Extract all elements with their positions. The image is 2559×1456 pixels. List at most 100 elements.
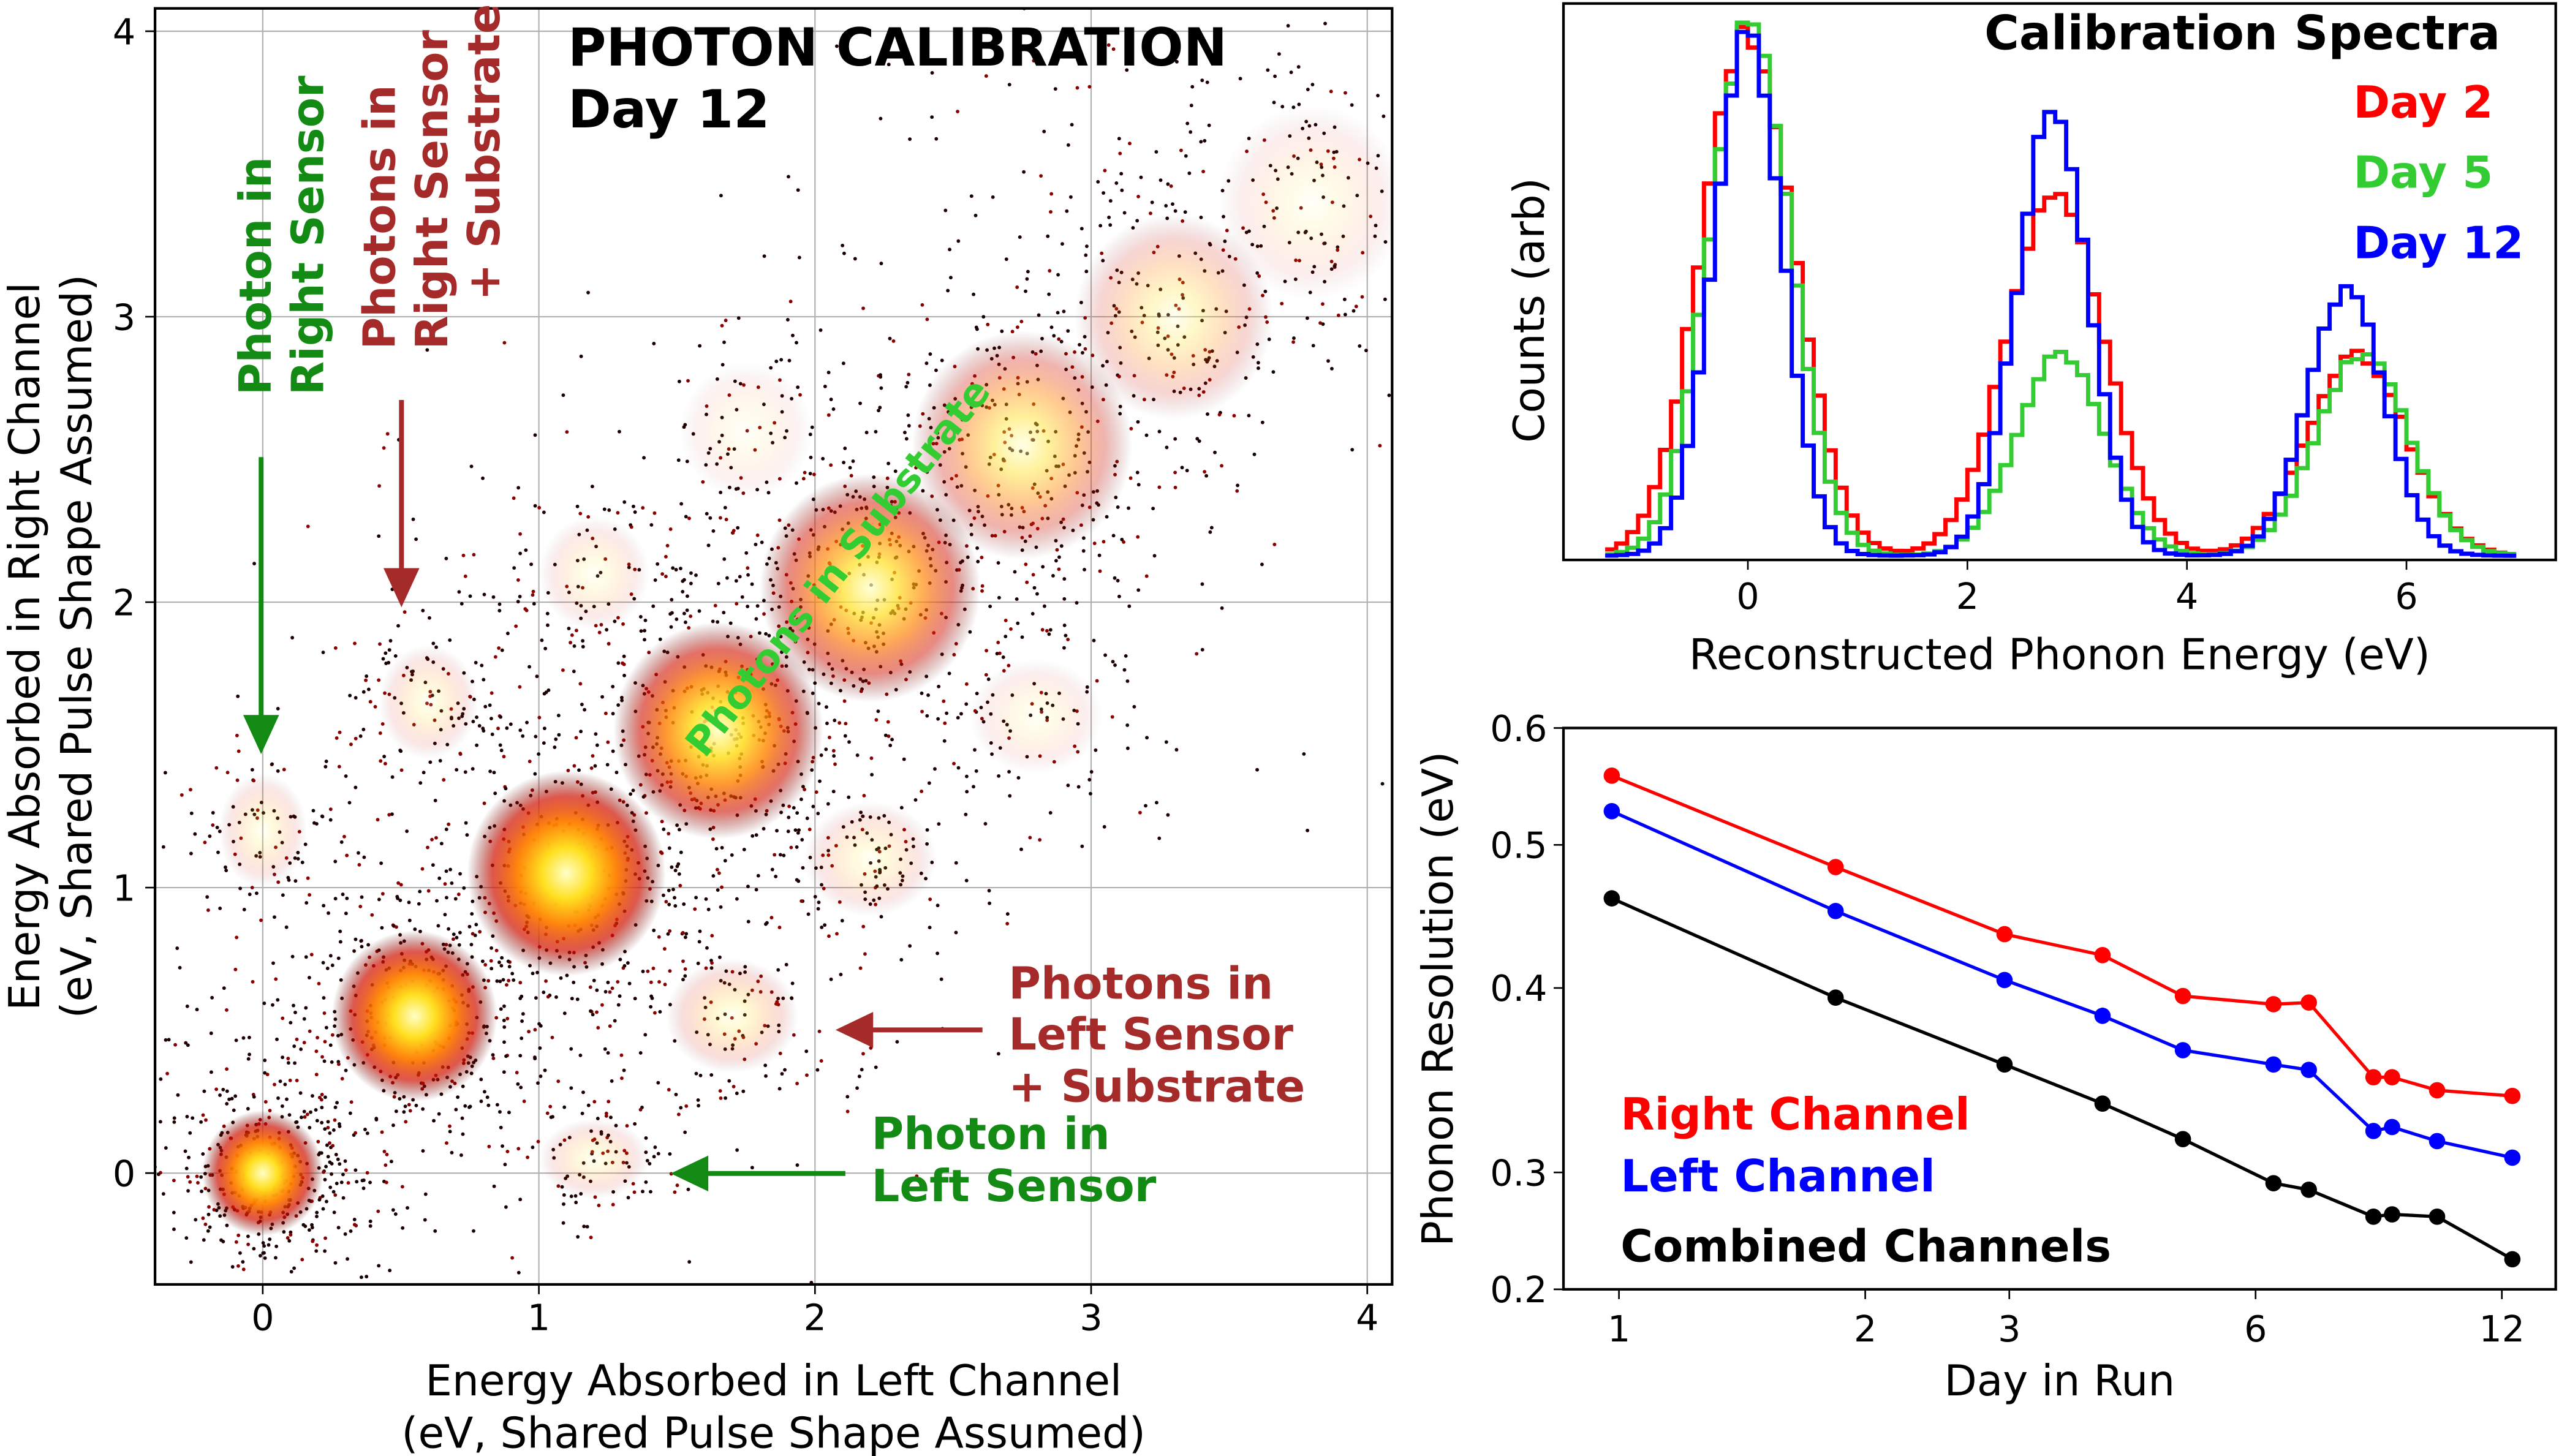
scatter-point [1173, 485, 1177, 489]
scatter-point [805, 1073, 809, 1077]
scatter-point [667, 832, 671, 836]
scatter-point [570, 997, 574, 1001]
scatter-point [673, 896, 676, 900]
density-core [666, 959, 799, 1074]
scatter-point [1089, 791, 1092, 796]
scatter-point [674, 568, 678, 571]
scatter-point [1350, 103, 1354, 107]
scatter-point [991, 195, 995, 199]
scatter-point [907, 372, 911, 377]
scatter-point [1045, 628, 1049, 633]
scatter-point [606, 1051, 610, 1055]
scatter-point [954, 930, 958, 935]
scatter-point [638, 615, 643, 619]
scatter-point [533, 1057, 537, 1061]
density-core [539, 1118, 649, 1199]
arrow-down-green-icon [243, 457, 279, 755]
scatter-point [337, 764, 341, 769]
scatter-point [610, 1079, 614, 1083]
scatter-point [407, 1103, 411, 1107]
scatter-point [784, 962, 788, 967]
scatter-point [388, 1269, 392, 1273]
scatter-point [694, 573, 698, 578]
scatter-point [1204, 473, 1209, 478]
scatter-point [795, 878, 799, 882]
scatter-point [920, 709, 924, 714]
scatter-point [677, 379, 681, 383]
scatter-point [1321, 302, 1325, 306]
scatter-point [361, 690, 366, 694]
scatter-point [879, 262, 883, 266]
scatter-point [603, 990, 608, 994]
scatter-point [475, 743, 479, 747]
scatter-point [233, 967, 238, 971]
point-combined-channels [2365, 1208, 2382, 1225]
scatter-point [507, 965, 512, 968]
scatter-point [248, 1052, 252, 1057]
scatter-point [293, 879, 298, 883]
scatter-point [740, 595, 744, 599]
scatter-point [1149, 211, 1152, 216]
scatter-point [1030, 611, 1035, 616]
scatter-point [821, 456, 825, 461]
scatter-point [295, 1079, 299, 1082]
scatter-point [1007, 769, 1011, 774]
scatter-point [498, 743, 502, 747]
scatter-point [275, 1037, 279, 1041]
scatter-point [460, 1116, 464, 1120]
scatter-point [542, 741, 546, 745]
scatter-point [507, 1111, 511, 1114]
scatter-point [188, 1180, 192, 1184]
scatter-point [845, 1109, 850, 1114]
scatter-point [360, 945, 364, 949]
scatter-point [651, 604, 656, 608]
scatter-point [531, 1145, 535, 1149]
scatter-point [860, 1068, 864, 1072]
scatter-point [472, 1229, 475, 1233]
scatter-point [831, 407, 836, 411]
scatter-point [535, 674, 539, 679]
scatter-point [681, 959, 685, 964]
scatter-point [1057, 555, 1061, 559]
scatter-point [227, 1097, 232, 1101]
scatter-point [314, 1049, 319, 1054]
scatter-point [382, 1149, 387, 1153]
scatter-point [725, 576, 729, 580]
scatter-point [1037, 313, 1041, 317]
scatter-point [149, 1258, 153, 1261]
scatter-point [1089, 770, 1094, 774]
scatter-point [214, 1087, 219, 1092]
scatter-point [320, 1120, 324, 1125]
scatter-point [1166, 813, 1170, 817]
scatter-point [238, 1251, 242, 1255]
scatter-point [546, 688, 551, 692]
scatter-point [185, 1115, 189, 1118]
scatter-point [818, 779, 822, 783]
scatter-point [259, 1254, 262, 1258]
scatter-point [842, 699, 847, 703]
scatter-point [1272, 100, 1276, 105]
scatter-point [1132, 704, 1136, 709]
scatter-point [374, 1118, 379, 1122]
scatter-point [376, 818, 380, 822]
scatter-point [436, 924, 440, 928]
density-core [379, 644, 478, 760]
scatter-point [670, 865, 674, 869]
scatter-point [1209, 526, 1214, 530]
scatter-point [268, 1237, 272, 1242]
scatter-point [632, 1190, 637, 1194]
scatter-point [529, 562, 533, 567]
scatter-point [600, 1003, 604, 1007]
point-left-channel [2384, 1118, 2400, 1136]
scatter-point [666, 932, 670, 936]
scatter-point [833, 719, 837, 722]
scatter-point [928, 352, 932, 356]
scatter-point [421, 771, 426, 775]
scatter-point [816, 812, 820, 815]
scatter-point [833, 762, 837, 766]
x-tick-label: 12 [2479, 1308, 2525, 1350]
scatter-point [423, 1192, 428, 1196]
scatter-point [614, 771, 619, 774]
scatter-point [1094, 748, 1098, 752]
scatter-point [263, 1071, 267, 1075]
